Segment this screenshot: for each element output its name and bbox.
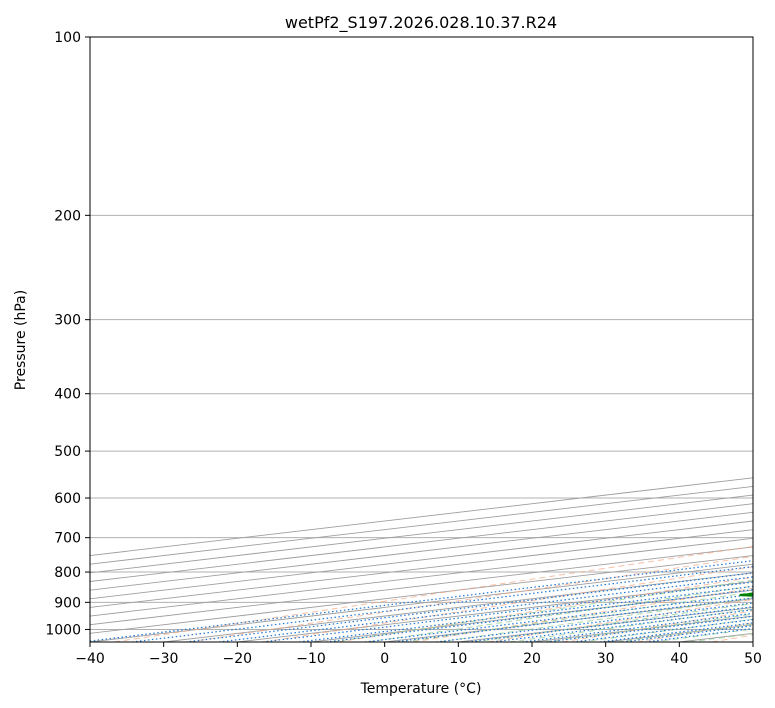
x-tick-label: 40: [670, 651, 688, 667]
isotherm-line: [752, 641, 753, 642]
mixing-ratio-line: [645, 627, 753, 642]
isotherm-line: [90, 485, 753, 565]
isotherm-line: [458, 606, 753, 642]
mixing-ratio-line: [365, 593, 753, 642]
dry-adiabat-line: [263, 566, 753, 642]
moist-adiabat-line: [332, 579, 753, 642]
isotherm-line: [90, 563, 753, 642]
isotherm-line: [605, 624, 753, 642]
y-tick-label: 400: [54, 387, 81, 403]
isotherm-line: [90, 503, 753, 582]
x-axis: −40 −30 −20 −10 0 10 20 30 40 50: [75, 642, 762, 667]
moist-adiabat-line: [544, 613, 753, 642]
mixing-ratio-line: [467, 606, 753, 642]
moist-adiabat-line: [473, 603, 753, 642]
y-tick-label: 600: [54, 491, 81, 507]
plot-frame: [89, 36, 754, 643]
dry-adiabat-line: [114, 545, 753, 642]
y-tick-label: 500: [54, 444, 81, 460]
isotherm-line: [90, 477, 753, 557]
isotherm-line: [90, 494, 753, 574]
isotherm-line: [90, 511, 753, 591]
x-tick-label: 30: [597, 651, 615, 667]
y-axis-label: Pressure (hPa): [13, 290, 29, 390]
dewpoint-profile: [739, 592, 753, 597]
dry-adiabat-line: [487, 598, 753, 642]
dry-adiabat-line: [562, 610, 753, 642]
isotherm-line: [679, 632, 753, 642]
y-axis: 100 200 300 400 500 600 700 800 900 1000: [45, 30, 90, 638]
x-tick-label: −20: [223, 651, 253, 667]
x-axis-label: Temperature (°C): [360, 681, 482, 697]
x-tick-label: −40: [75, 651, 105, 667]
x-tick-label: −10: [296, 651, 326, 667]
moist-adiabat-line: [580, 618, 753, 642]
mixing-ratio-line: [394, 597, 753, 642]
dry-adiabat-line: [338, 576, 753, 642]
x-tick-label: 50: [744, 651, 762, 667]
y-tick-label: 700: [54, 531, 81, 547]
y-tick-label: 100: [54, 30, 81, 46]
moist-adiabat-line: [367, 585, 753, 642]
moist-adiabat-line: [689, 633, 753, 642]
isotherm-line: [90, 537, 753, 617]
chart-title: wetPf2_S197.2026.028.10.37.R24: [285, 13, 557, 33]
background-lines: [90, 37, 753, 642]
y-tick-label: 300: [54, 313, 81, 329]
y-tick-label: 1000: [45, 622, 81, 638]
isotherm-line: [90, 529, 753, 608]
isotherm-line: [163, 572, 753, 642]
moist-adiabat-line: [438, 597, 753, 642]
x-tick-label: 20: [523, 651, 541, 667]
isotherm-line: [90, 546, 753, 626]
x-tick-label: −30: [149, 651, 179, 667]
dry-adiabat-line: [636, 622, 753, 642]
isotherm-line: [90, 520, 753, 600]
y-tick-label: 800: [54, 565, 81, 581]
isotherm-line: [237, 581, 753, 642]
y-tick-label: 200: [54, 208, 81, 224]
y-tick-label: 900: [54, 595, 81, 611]
mixing-ratio-line: [326, 589, 753, 642]
isotherm-line: [310, 589, 753, 642]
profile-lines: [739, 592, 753, 597]
mixing-ratio-line: [436, 602, 753, 642]
x-tick-label: 10: [449, 651, 467, 667]
x-tick-label: 0: [380, 651, 389, 667]
